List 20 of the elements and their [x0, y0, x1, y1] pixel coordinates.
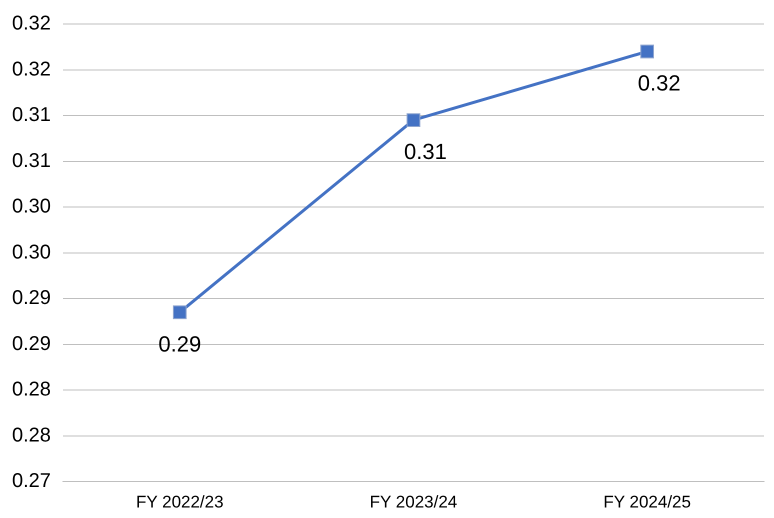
point: [640, 44, 654, 58]
x-tick-label: FY 2022/23: [136, 492, 224, 512]
point: [406, 113, 420, 127]
y-tick-label: 0.29: [12, 332, 51, 355]
y-tick-label: 0.32: [12, 12, 51, 35]
y-tick-label: 0.32: [12, 58, 51, 80]
y-tick-label: 0.28: [12, 424, 51, 446]
data-label: 0.32: [638, 70, 681, 96]
data-label: 0.29: [158, 331, 202, 356]
y-tick-label: 0.28: [12, 378, 51, 401]
x-tick-label: FY 2024/25: [603, 492, 691, 512]
y-tick-label: 0.30: [12, 241, 51, 264]
data-label: 0.31: [404, 139, 447, 164]
y-tick-label: 0.31: [12, 104, 51, 126]
x-tick-label: FY 2023/24: [370, 492, 458, 512]
y-tick-label: 0.31: [12, 150, 51, 172]
point: [172, 305, 187, 320]
y-tick-label: 0.27: [12, 470, 51, 492]
y-tick-label: 0.30: [12, 196, 51, 218]
y-tick-label: 0.29: [12, 287, 51, 310]
